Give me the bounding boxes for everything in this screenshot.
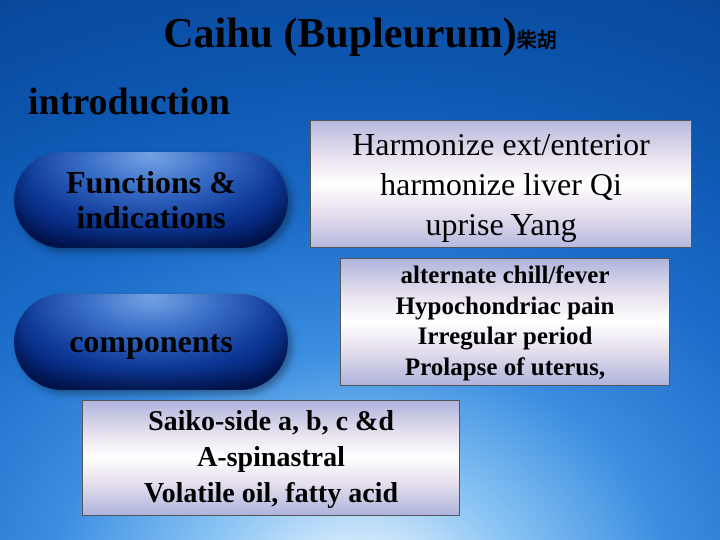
harmonize-l3: uprise Yang <box>425 204 576 244</box>
components-l1: Saiko-side a, b, c &d <box>148 404 394 440</box>
components-l3: Volatile oil, fatty acid <box>144 476 398 512</box>
harmonize-l1: Harmonize ext/enterior <box>352 124 650 164</box>
symptoms-l3: Irregular period <box>418 322 593 353</box>
box-components-list: Saiko-side a, b, c &d A-spinastral Volat… <box>82 400 460 516</box>
harmonize-l2: harmonize liver Qi <box>380 164 622 204</box>
symptoms-l1: alternate chill/fever <box>401 261 610 292</box>
pill-components-line1: components <box>69 324 233 359</box>
slide-title: Caihu (Bupleurum)柴胡 <box>0 10 720 58</box>
symptoms-l2: Hypochondriac pain <box>396 292 615 323</box>
box-symptoms: alternate chill/fever Hypochondriac pain… <box>340 258 670 386</box>
pill-components: components <box>14 294 288 390</box>
pill-functions-line1: Functions & <box>66 165 236 200</box>
title-cjk: 柴胡 <box>517 30 557 52</box>
box-harmonize: Harmonize ext/enterior harmonize liver Q… <box>310 120 692 248</box>
symptoms-l4: Prolapse of uterus, <box>405 353 605 384</box>
intro-label: introduction <box>28 80 230 124</box>
pill-functions-line2: indications <box>76 200 225 235</box>
title-main: Caihu (Bupleurum) <box>163 11 517 57</box>
pill-functions: Functions & indications <box>14 152 288 248</box>
components-l2: A-spinastral <box>197 440 345 476</box>
